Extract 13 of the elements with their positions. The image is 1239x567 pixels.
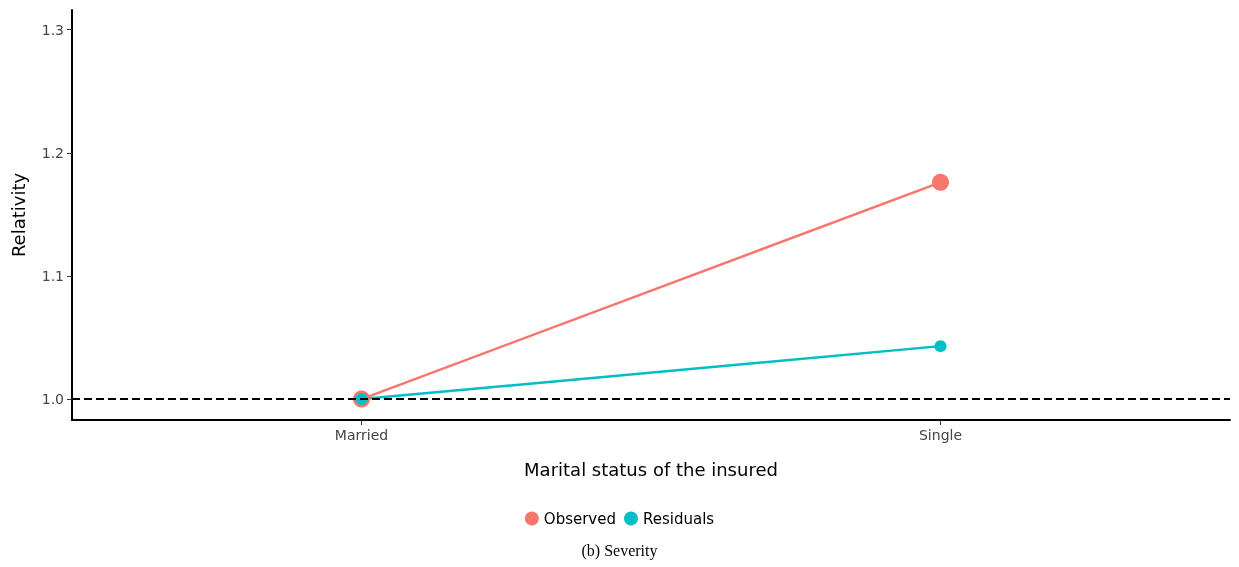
y-tick-label: 1.3 [41, 21, 64, 38]
y-tick-label: 1.0 [41, 391, 64, 408]
x-tick-label: Married [334, 427, 389, 443]
y-axis-title: Relativity [7, 172, 29, 258]
y-tick-label: 1.1 [41, 267, 64, 284]
legend-label: Observed [543, 509, 617, 528]
x-tick-label: Single [918, 427, 963, 443]
x-axis-title: Marital status of the insured [524, 458, 778, 480]
legend-label: Residuals [643, 509, 715, 528]
point [934, 340, 947, 353]
text: (b) Severity [581, 541, 658, 560]
y-tick-label: 1.2 [41, 144, 64, 161]
point [932, 173, 949, 191]
